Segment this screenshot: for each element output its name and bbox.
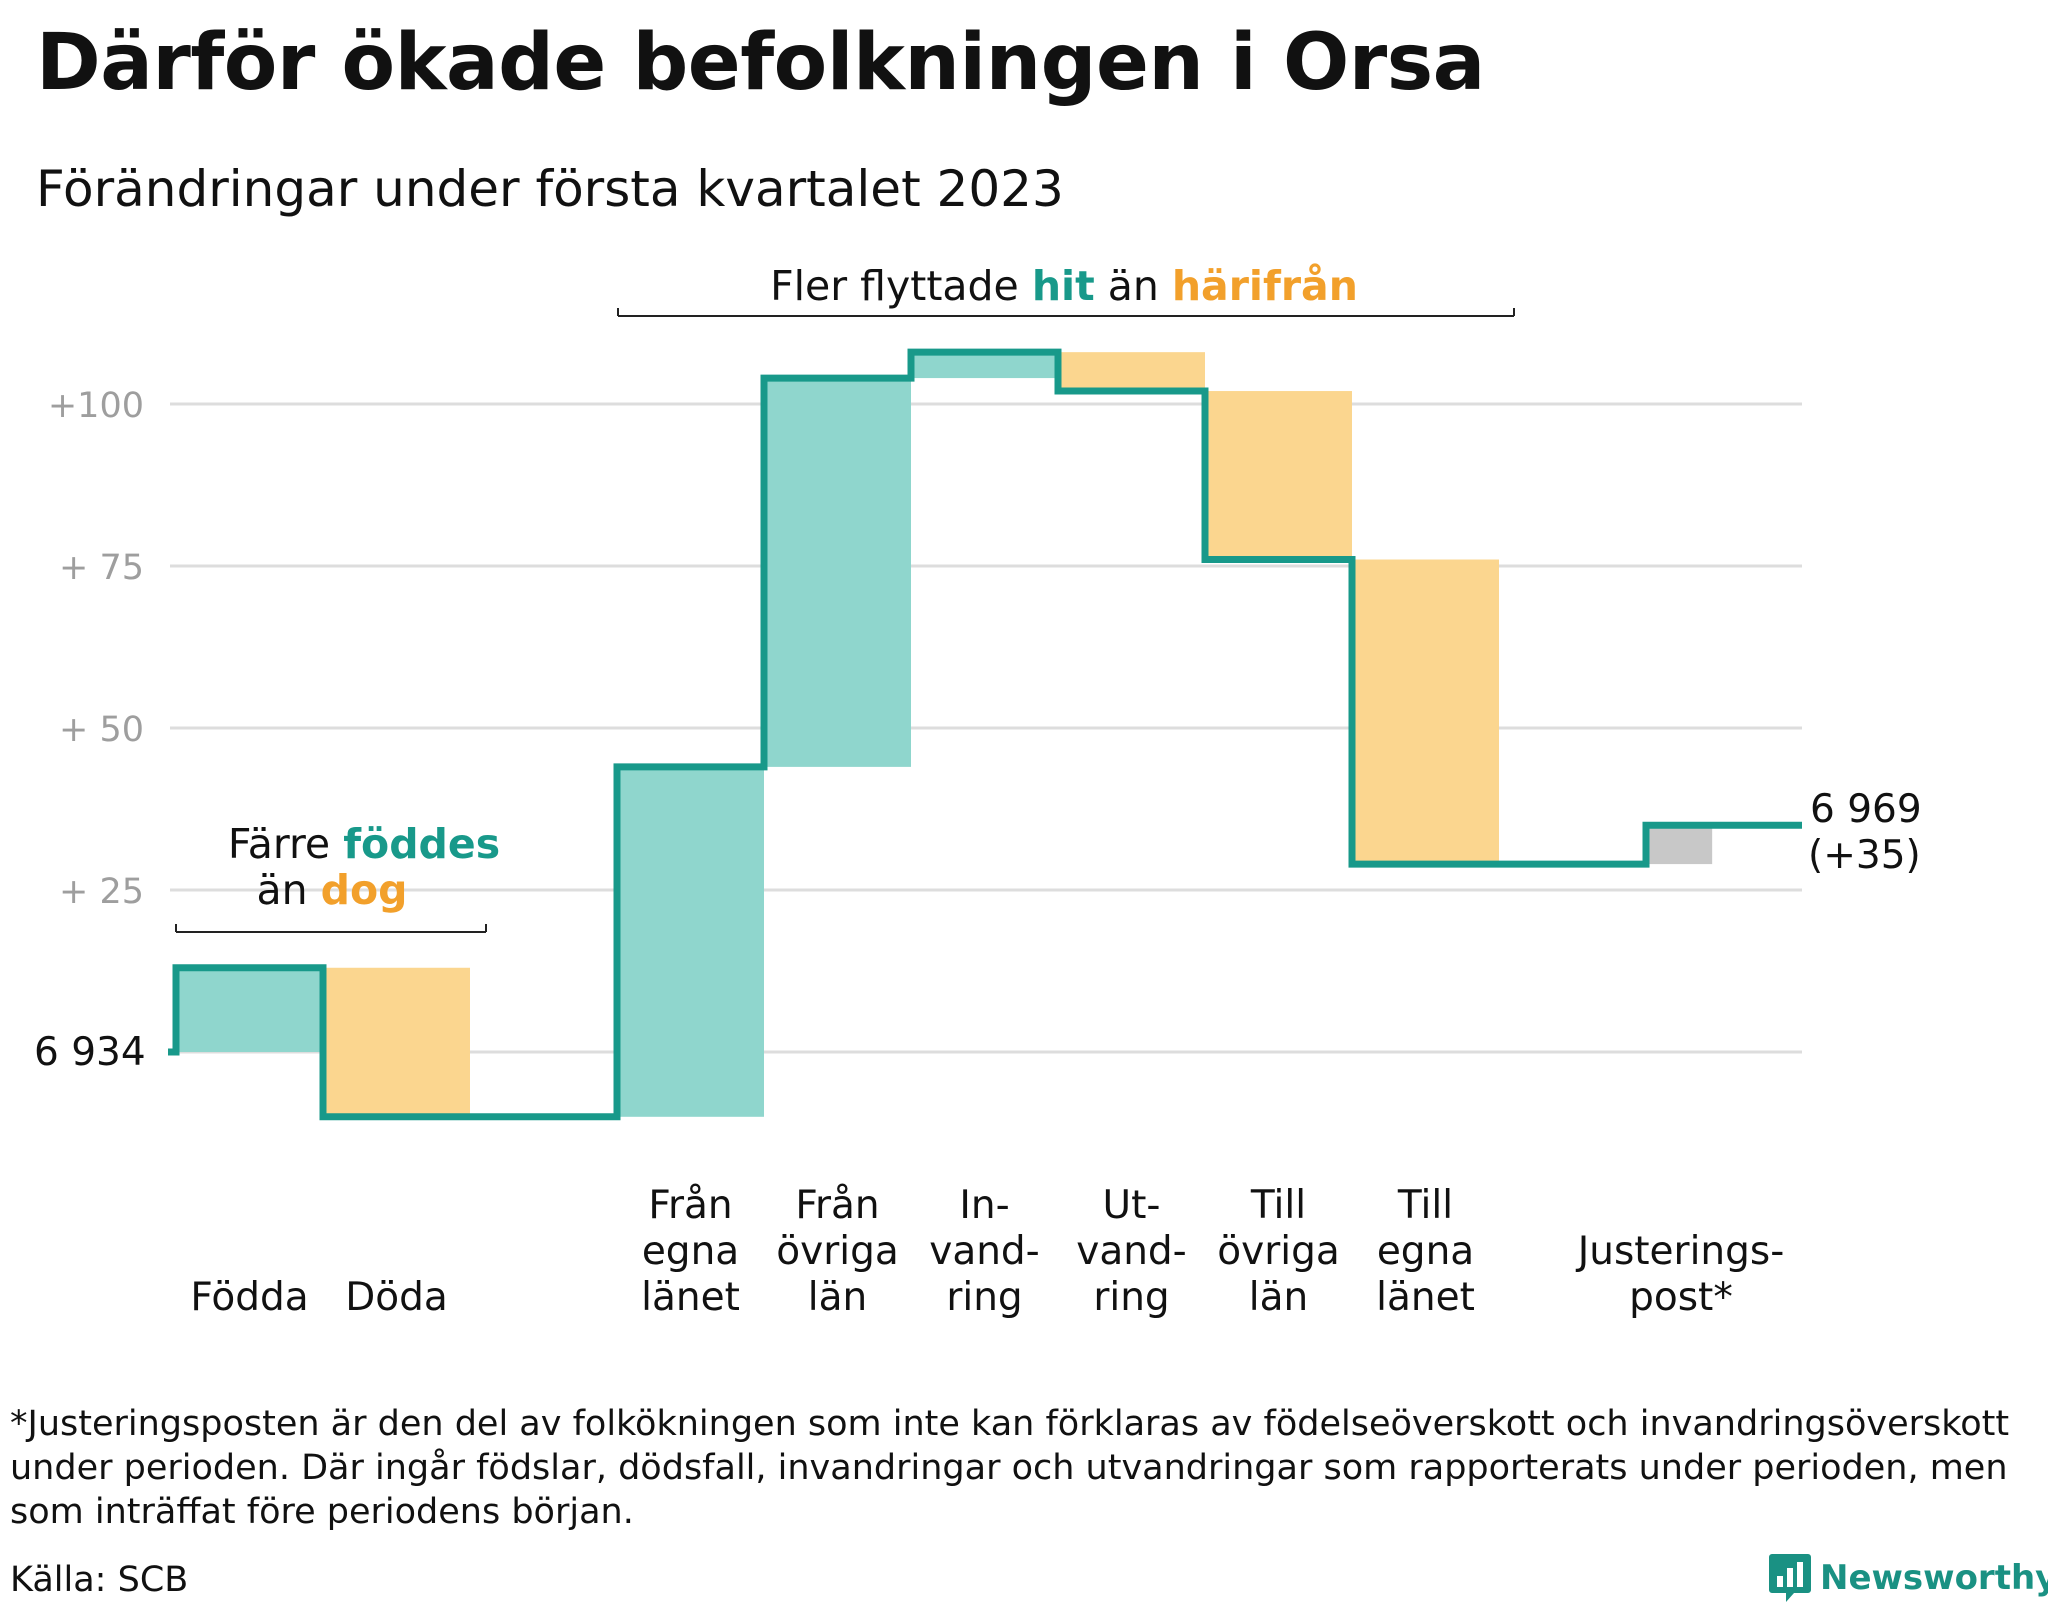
y-axis-ticks: + 25 + 50 + 75 +100 <box>48 386 144 912</box>
chart-subtitle: Förändringar under första kvartalet 2023 <box>36 160 1064 218</box>
migration-annotation: Fler flyttade hit än härifrån <box>617 262 1515 317</box>
category-label: Till <box>1397 1183 1453 1228</box>
decrease-bar <box>1352 559 1499 865</box>
increase-bar <box>617 766 764 1117</box>
svg-text:Färre föddes: Färre föddes <box>228 820 500 868</box>
annotation-natural-highlight-died: dog <box>321 866 408 914</box>
newsworthy-logo: Newsworthy <box>1768 1551 2048 1605</box>
annotation-natural-highlight-born: föddes <box>343 820 500 868</box>
category-label: län <box>808 1275 867 1320</box>
natural-change-annotation: Färre föddes än dog <box>175 820 500 933</box>
annotation-migration-mid: än <box>1095 262 1172 310</box>
category-label: Födda <box>190 1275 308 1320</box>
category-label: post* <box>1629 1275 1733 1320</box>
annotation-migration-highlight-here: hit <box>1032 262 1095 310</box>
chart-title: Därför ökade befolkningen i Orsa <box>36 18 1485 108</box>
adjustment-bar <box>1646 825 1713 865</box>
category-label: Döda <box>345 1275 448 1320</box>
migration-bracket <box>617 308 1515 317</box>
decrease-bar <box>1205 391 1352 560</box>
category-label: ring <box>1093 1275 1169 1320</box>
logo-text: Newsworthy <box>1820 1558 2048 1598</box>
increase-bar <box>911 352 1058 379</box>
increase-bar <box>764 378 911 767</box>
category-label: In- <box>959 1183 1009 1228</box>
category-label: egna <box>642 1229 739 1274</box>
end-value-label: 6 969 <box>1810 787 1922 832</box>
end-change-label: (+35) <box>1808 833 1921 878</box>
decrease-bar <box>323 967 470 1117</box>
change-bars <box>176 352 1713 1117</box>
source-credit: Källa: SCB <box>10 1560 189 1600</box>
category-label: Till <box>1250 1183 1306 1228</box>
running-total-line <box>168 348 1802 1121</box>
step-line <box>168 348 1802 1121</box>
category-label: övriga <box>776 1229 898 1274</box>
category-label: egna <box>1377 1229 1474 1274</box>
category-labels: Födda DödaFrånegnalänetFrånövrigalänIn-va… <box>190 1183 1784 1320</box>
natural-change-bracket <box>175 924 487 933</box>
y-tick-label: + 50 <box>59 710 144 750</box>
y-tick-label: +100 <box>48 386 144 426</box>
start-value-label: 6 934 <box>34 1030 146 1075</box>
category-label: vand- <box>929 1229 1040 1274</box>
y-tick-label: + 25 <box>59 872 144 912</box>
bar-chart-speech-bubble-icon <box>1769 1554 1811 1602</box>
category-label: Från <box>795 1183 879 1228</box>
category-label: Ut- <box>1103 1183 1161 1228</box>
category-label: Från <box>648 1183 732 1228</box>
svg-text:Fler flyttade hit än härifrån: Fler flyttade hit än härifrån <box>770 262 1358 310</box>
category-label: övriga <box>1217 1229 1339 1274</box>
category-label: Justerings- <box>1575 1229 1785 1274</box>
annotation-migration-highlight-away: härifrån <box>1172 262 1358 310</box>
gridlines <box>170 402 1802 1054</box>
waterfall-chart: + 25+ 50+ 75+100 Födda DödaFrånegnalänetF… <box>34 262 1922 1320</box>
annotation-natural-prefix: Färre <box>228 820 343 868</box>
annotation-migration-prefix: Fler flyttade <box>770 262 1032 310</box>
category-label: ring <box>946 1275 1022 1320</box>
svg-text:än dog: än dog <box>256 866 407 914</box>
decrease-bar <box>1058 352 1205 392</box>
category-label: länet <box>641 1275 740 1320</box>
footnote: *Justeringsposten är den del av folkökni… <box>10 1404 2010 1532</box>
category-label: vand- <box>1076 1229 1187 1274</box>
category-label: län <box>1249 1275 1308 1320</box>
y-tick-label: + 75 <box>59 548 144 588</box>
category-label: länet <box>1376 1275 1475 1320</box>
annotation-natural-mid: än <box>256 866 320 914</box>
increase-bar <box>176 967 323 1052</box>
